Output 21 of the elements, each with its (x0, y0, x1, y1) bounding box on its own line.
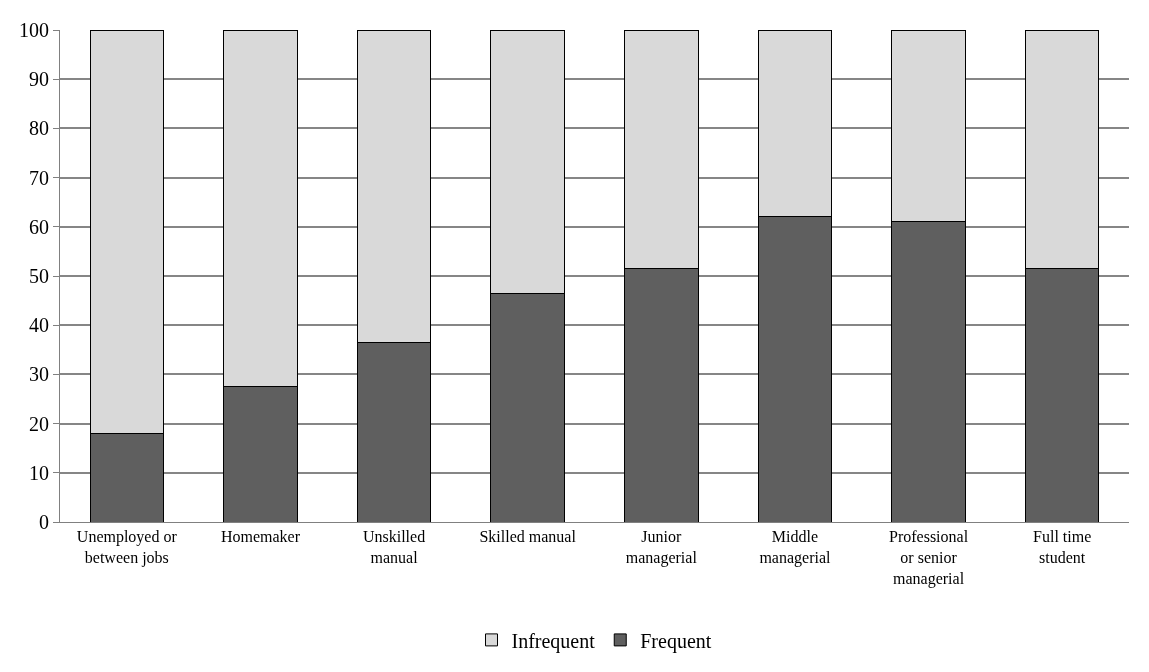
y-tick-label: 0 (39, 511, 49, 533)
x-tick-label: Skilled manual (479, 528, 577, 546)
x-tick-label: Unemployed or between jobs (76, 528, 178, 567)
y-tick-label: 20 (29, 412, 49, 435)
y-tick-label: 70 (29, 166, 49, 189)
legend-label: Frequent (640, 629, 712, 653)
x-tick-label: Professional or senior managerial (889, 528, 969, 588)
y-tick-label: 10 (29, 461, 49, 484)
y-tick-label: 30 (29, 363, 49, 386)
y-tick-label: 60 (29, 215, 49, 238)
legend-label: Infrequent (511, 629, 596, 653)
x-tick-label: Full time student (1033, 528, 1092, 566)
x-tick-label: Junior managerial (625, 528, 698, 567)
x-tick-label: Middle managerial (759, 528, 832, 567)
y-tick-label: 100 (19, 19, 49, 41)
y-tick-label: 80 (29, 117, 49, 140)
y-tick-label: 90 (29, 68, 49, 91)
y-tick-label: 50 (29, 265, 49, 287)
y-tick-label: 40 (29, 314, 49, 337)
x-tick-label: Homemaker (220, 528, 301, 546)
x-tick-label: Unskilled manual (362, 528, 426, 566)
